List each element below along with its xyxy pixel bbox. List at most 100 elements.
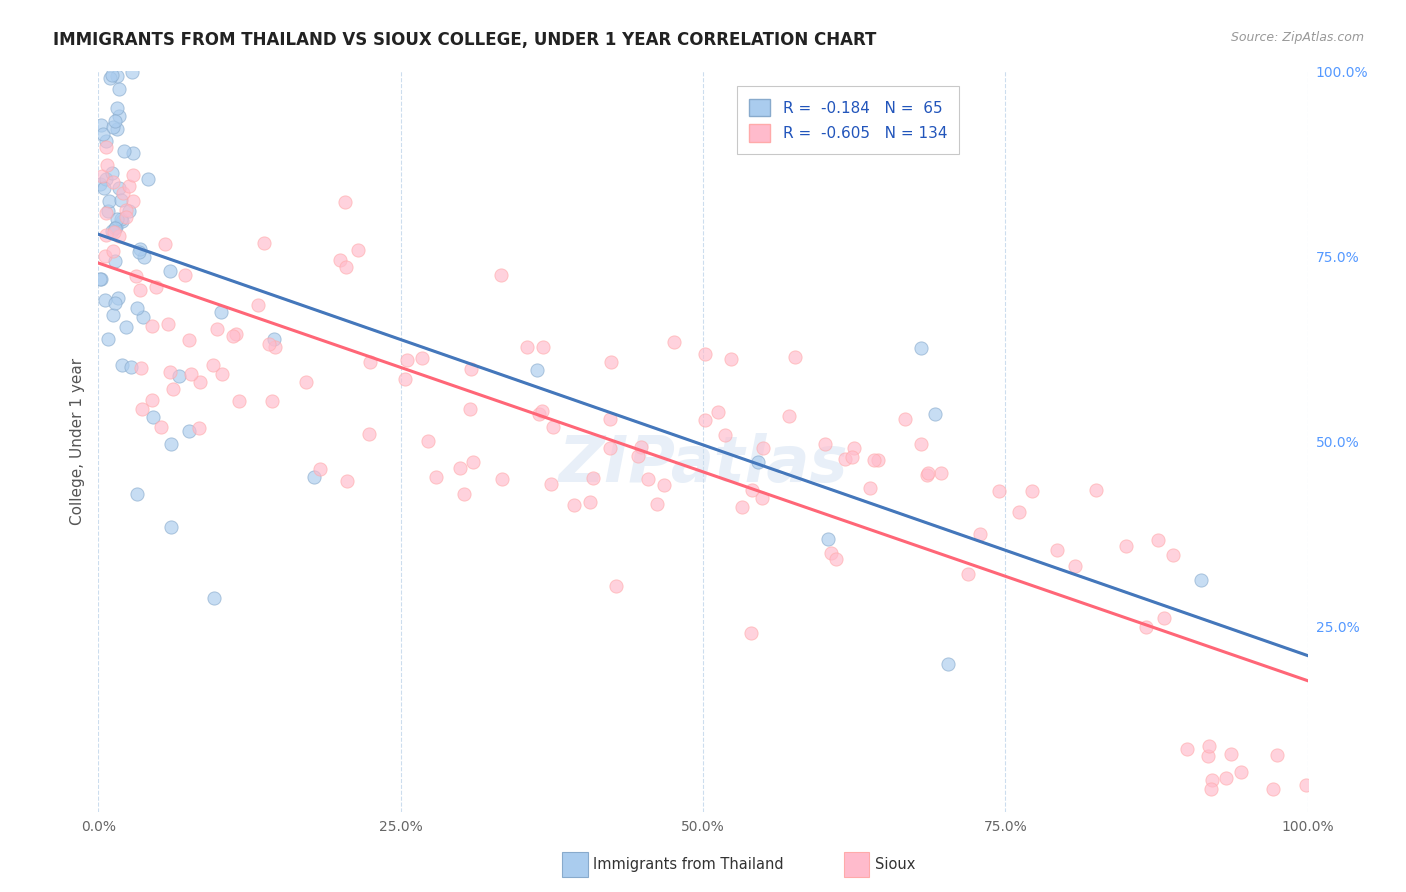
Point [128, 244, 150, 259]
Point [115, 319, 138, 334]
Point [425, 469, 447, 483]
Point [720, 352, 742, 367]
Point [104, 113, 127, 128]
Point [93, 181, 115, 195]
Point [100, 223, 122, 237]
Point [453, 487, 475, 501]
Point [817, 532, 839, 546]
Point [115, 203, 138, 218]
Point [987, 484, 1010, 499]
Point [96, 172, 118, 186]
Point [910, 437, 932, 451]
Point [842, 442, 865, 456]
Point [859, 482, 882, 496]
Point [169, 369, 191, 384]
Point [346, 244, 368, 258]
Legend: R =  -0.184   N =  65, R =  -0.605   N = 134: R = -0.184 N = 65, R = -0.605 N = 134 [737, 87, 959, 153]
Point [1201, 772, 1223, 787]
Point [101, 244, 124, 259]
Point [1295, 778, 1317, 792]
Point [142, 409, 165, 424]
Text: IMMIGRANTS FROM THAILAND VS SIOUX COLLEGE, UNDER 1 YEAR CORRELATION CHART: IMMIGRANTS FROM THAILAND VS SIOUX COLLEG… [53, 31, 877, 49]
Point [89, 177, 111, 191]
Point [96, 206, 118, 220]
Point [1161, 548, 1184, 562]
Point [111, 358, 134, 372]
Point [637, 472, 659, 486]
Point [645, 496, 668, 510]
Point [125, 269, 148, 284]
Point [108, 228, 131, 243]
Point [605, 579, 627, 593]
Point [141, 393, 163, 408]
Point [105, 212, 128, 227]
Point [714, 427, 737, 442]
Point [101, 68, 124, 82]
Point [529, 407, 551, 421]
Point [115, 210, 138, 224]
Point [103, 296, 125, 310]
Point [211, 367, 233, 381]
Point [89, 272, 111, 286]
Point [357, 427, 380, 442]
Point [202, 591, 225, 606]
Point [222, 329, 245, 343]
Point [101, 120, 124, 134]
Point [416, 434, 439, 448]
Point [1175, 742, 1198, 756]
Point [693, 413, 716, 427]
Point [111, 214, 134, 228]
Point [111, 186, 134, 200]
Point [1115, 539, 1137, 553]
Point [112, 144, 135, 158]
Point [910, 342, 932, 356]
Point [814, 437, 837, 451]
Point [531, 340, 554, 354]
Point [129, 243, 152, 257]
Point [449, 461, 471, 475]
Point [1021, 483, 1043, 498]
Point [156, 318, 179, 332]
Point [863, 452, 886, 467]
Point [747, 455, 769, 469]
Point [1261, 782, 1284, 797]
Point [411, 351, 433, 366]
Point [246, 298, 269, 312]
Point [336, 474, 359, 488]
Point [125, 301, 148, 315]
Point [541, 420, 564, 434]
Point [917, 468, 939, 483]
Point [131, 310, 153, 324]
Point [740, 626, 762, 640]
Point [1135, 620, 1157, 634]
Point [153, 236, 176, 251]
Point [96, 228, 118, 243]
Point [359, 355, 381, 369]
Point [118, 203, 141, 218]
Point [1198, 748, 1220, 763]
Point [335, 195, 357, 210]
Text: Source: ZipAtlas.com: Source: ZipAtlas.com [1230, 31, 1364, 45]
Point [1153, 611, 1175, 625]
Point [253, 235, 276, 250]
Point [174, 268, 197, 283]
Point [118, 178, 141, 193]
Point [491, 472, 513, 486]
Point [107, 69, 129, 83]
Point [783, 351, 806, 365]
Point [101, 166, 124, 180]
Text: Immigrants from Thailand: Immigrants from Thailand [593, 857, 785, 871]
Point [294, 375, 316, 389]
Point [1230, 764, 1253, 779]
Point [834, 451, 856, 466]
Point [938, 657, 960, 671]
Point [141, 319, 163, 334]
Point [131, 401, 153, 416]
Point [121, 65, 143, 79]
Point [103, 225, 125, 239]
Point [105, 121, 128, 136]
Point [162, 382, 184, 396]
Text: ZIPatlas: ZIPatlas [558, 433, 848, 495]
Point [751, 491, 773, 505]
Point [160, 437, 183, 451]
